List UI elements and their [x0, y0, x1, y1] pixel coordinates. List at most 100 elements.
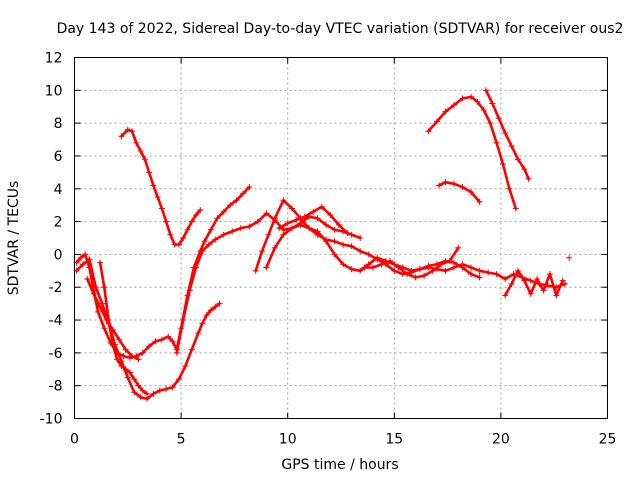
data-point — [265, 231, 272, 238]
data-point — [152, 338, 159, 345]
data-point — [301, 213, 308, 220]
data-point — [167, 231, 174, 238]
data-point — [506, 185, 513, 192]
data-point — [280, 197, 287, 204]
data-point — [114, 356, 121, 363]
data-point — [374, 254, 381, 261]
data-point — [175, 241, 182, 248]
data-point — [331, 251, 338, 258]
data-point — [94, 308, 101, 315]
data-point — [433, 118, 440, 125]
data-series-track-1 — [73, 184, 253, 361]
data-point — [425, 128, 432, 135]
data-point — [131, 389, 138, 396]
y-tick-label: -8 — [49, 379, 63, 395]
data-point — [284, 220, 291, 227]
data-point — [306, 225, 313, 232]
data-point — [527, 290, 534, 297]
data-series-track-8 — [361, 244, 462, 281]
data-point — [318, 203, 325, 210]
data-point — [199, 320, 206, 327]
data-point — [480, 107, 487, 114]
data-point — [288, 205, 295, 212]
data-point — [442, 179, 449, 186]
data-point — [502, 129, 509, 136]
data-point — [416, 266, 423, 273]
data-point — [297, 221, 304, 228]
data-series-track-10 — [482, 87, 532, 182]
data-point — [421, 272, 428, 279]
data-series-track-12 — [502, 267, 566, 299]
data-point — [143, 390, 150, 397]
data-point — [502, 276, 509, 283]
data-point — [280, 231, 287, 238]
data-point — [137, 148, 144, 155]
chart-title: Day 143 of 2022, Sidereal Day-to-day VTE… — [57, 21, 624, 37]
data-point — [239, 190, 246, 197]
data-point — [468, 189, 475, 196]
data-point — [146, 343, 153, 350]
data-point — [180, 317, 187, 324]
data-point — [476, 274, 483, 281]
data-series-track-3 — [97, 259, 150, 397]
data-point — [101, 325, 108, 332]
data-point — [566, 254, 573, 261]
data-point — [92, 284, 99, 291]
data-point — [188, 346, 195, 353]
data-point — [158, 205, 165, 212]
data-point — [182, 362, 189, 369]
data-point — [387, 257, 394, 264]
data-point — [500, 161, 507, 168]
data-point — [340, 241, 347, 248]
data-point — [514, 156, 521, 163]
data-point — [331, 226, 338, 233]
data-point — [184, 226, 191, 233]
data-point — [86, 256, 93, 263]
data-point — [158, 336, 165, 343]
data-point — [254, 218, 261, 225]
data-point — [459, 95, 466, 102]
data-point — [493, 139, 500, 146]
data-point — [207, 226, 214, 233]
data-point — [163, 218, 170, 225]
data-point — [369, 264, 376, 271]
y-tick-label: 12 — [45, 51, 63, 67]
data-point — [150, 390, 157, 397]
data-point — [425, 262, 432, 269]
y-axis-label: SDTVAR / TECUs — [6, 181, 22, 296]
series-line — [363, 246, 460, 279]
series-line — [484, 89, 530, 181]
data-point — [514, 267, 521, 274]
data-point — [459, 184, 466, 191]
data-series-track-14 — [276, 203, 351, 237]
data-point — [216, 300, 223, 307]
data-point — [146, 169, 153, 176]
data-point — [512, 205, 519, 212]
data-point — [180, 235, 187, 241]
data-point — [135, 356, 142, 363]
data-point — [508, 143, 515, 150]
data-point — [459, 264, 466, 271]
data-point — [438, 261, 445, 268]
data-point — [442, 108, 449, 115]
y-tick-label: 6 — [54, 149, 63, 165]
data-point — [493, 271, 500, 278]
data-point — [502, 292, 509, 299]
data-point — [357, 248, 364, 255]
y-tick-label: 10 — [45, 83, 63, 99]
data-point — [122, 346, 129, 353]
data-point — [559, 277, 566, 284]
data-series-track-7 — [263, 221, 483, 281]
y-tick-label: -10 — [40, 412, 63, 428]
data-point — [482, 87, 489, 94]
data-point — [188, 218, 195, 225]
data-point — [323, 238, 330, 245]
data-point — [141, 156, 148, 163]
data-point — [214, 215, 221, 222]
data-point — [436, 182, 443, 189]
data-point — [527, 277, 534, 284]
data-point — [263, 210, 270, 217]
data-point — [197, 207, 204, 214]
data-point — [534, 276, 541, 283]
data-point — [561, 280, 568, 287]
